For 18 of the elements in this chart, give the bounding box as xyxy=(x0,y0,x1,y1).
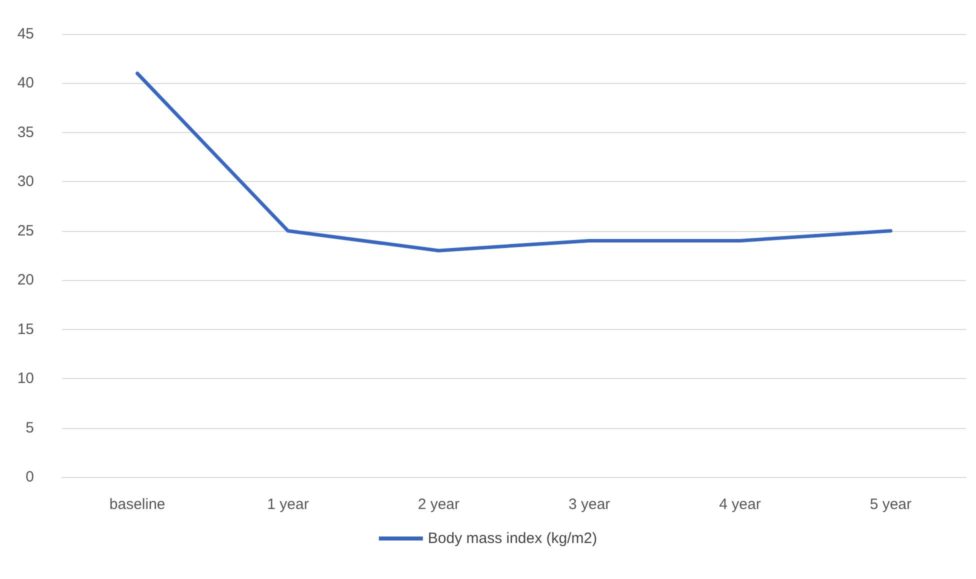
y-tick-label: 0 xyxy=(26,468,34,486)
y-tick-label: 15 xyxy=(17,320,34,338)
x-tick-label: 5 year xyxy=(870,496,912,513)
y-tick-label: 45 xyxy=(17,26,34,42)
line-series xyxy=(136,72,892,252)
y-tick-label: 20 xyxy=(17,272,34,289)
y-tick-label: 35 xyxy=(17,124,34,141)
x-tick-label: 4 year xyxy=(719,496,761,513)
y-tick-label: 25 xyxy=(17,222,34,240)
y-tick-label: 30 xyxy=(17,173,34,190)
x-tick-label: 3 year xyxy=(568,496,610,513)
x-tick-label: 2 year xyxy=(418,496,460,513)
x-tick-label: 1 year xyxy=(267,496,309,513)
legend-label: Body mass index (kg/m2) xyxy=(428,530,598,547)
x-tick-label: baseline xyxy=(109,496,166,513)
y-tick-label: 5 xyxy=(26,419,34,436)
y-tick-label: 10 xyxy=(17,370,34,388)
y-tick-label: 40 xyxy=(17,74,34,92)
